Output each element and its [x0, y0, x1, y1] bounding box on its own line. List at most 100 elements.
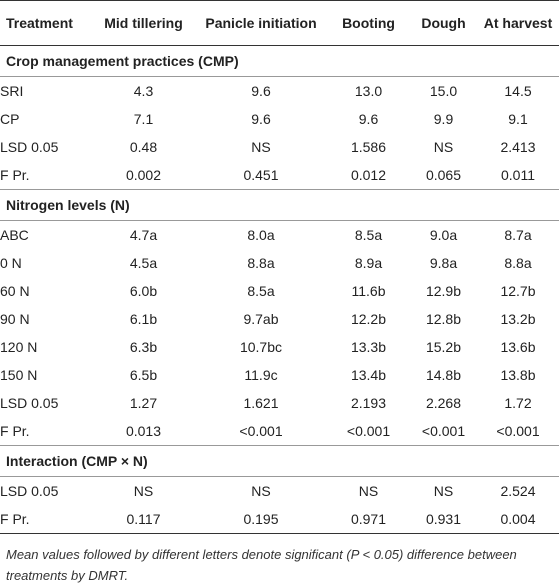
table-row: 150 N 6.5b 11.9c 13.4b 14.8b 13.8b — [0, 361, 559, 389]
results-table: Treatment Mid tillering Panicle initiati… — [0, 0, 559, 534]
cell-mid-tillering: 0.117 — [92, 505, 195, 534]
cell-at-harvest: 0.011 — [501, 167, 535, 183]
cell-panicle-initiation: 9.6 — [251, 83, 271, 99]
cell-panicle-initiation: 0.195 — [195, 505, 327, 534]
cell-treatment: LSD 0.05 — [0, 395, 59, 411]
cell-at-harvest: 13.8b — [500, 367, 536, 383]
header-booting: Booting — [327, 0, 410, 46]
cell-panicle-initiation: 8.8a — [247, 255, 275, 271]
header-at-harvest: At harvest — [477, 0, 559, 46]
cell-dough: 9.9 — [433, 111, 454, 127]
cell-dough: 15.2b — [425, 339, 462, 355]
cell-at-harvest: 9.1 — [508, 111, 528, 127]
cell-booting: 2.193 — [350, 395, 387, 411]
cell-at-harvest: 8.8a — [504, 255, 532, 271]
cell-panicle-initiation: 8.0a — [247, 227, 275, 243]
cell-mid-tillering: 7.1 — [133, 111, 154, 127]
cell-dough: NS — [433, 483, 454, 499]
cell-booting: 0.971 — [327, 505, 410, 534]
table-row: 60 N 6.0b 8.5a 11.6b 12.9b 12.7b — [0, 277, 559, 305]
cell-at-harvest: 8.7a — [504, 227, 532, 243]
table-row: F Pr. 0.117 0.195 0.971 0.931 0.004 — [0, 505, 559, 534]
table-row: LSD 0.05 NS NS NS NS 2.524 — [0, 477, 559, 506]
cell-panicle-initiation: NS — [251, 483, 271, 499]
header-mid-tillering: Mid tillering — [92, 0, 195, 46]
cell-booting: 12.2b — [350, 311, 387, 327]
cell-booting: 0.012 — [350, 167, 387, 183]
cell-mid-tillering: 4.3 — [133, 83, 154, 99]
cell-panicle-initiation: 9.7ab — [243, 311, 279, 327]
section-header-row: Crop management practices (CMP) — [0, 45, 559, 77]
table-row: 120 N 6.3b 10.7bc 13.3b 15.2b 13.6b — [0, 333, 559, 361]
table-row: CP 7.1 9.6 9.6 9.9 9.1 — [0, 105, 559, 133]
section-title: Interaction (CMP × N) — [0, 445, 559, 477]
cell-at-harvest: 2.413 — [500, 139, 536, 155]
cell-at-harvest: 13.6b — [500, 339, 536, 355]
cell-dough: 0.065 — [425, 167, 462, 183]
cell-at-harvest: 2.524 — [500, 483, 536, 499]
cell-mid-tillering: 0.013 — [125, 423, 162, 439]
cell-mid-tillering: 4.5a — [129, 255, 158, 271]
cell-treatment: 0 N — [0, 255, 22, 271]
cell-booting: 13.0 — [354, 83, 383, 99]
header-panicle-initiation: Panicle initiation — [195, 0, 327, 46]
cell-treatment: F Pr. — [0, 423, 30, 439]
cell-mid-tillering: 0.48 — [129, 139, 158, 155]
table-row: SRI 4.3 9.6 13.0 15.0 14.5 — [0, 77, 559, 106]
cell-dough: 0.931 — [410, 505, 477, 534]
cell-dough: 2.268 — [425, 395, 462, 411]
cell-treatment: 120 N — [0, 339, 38, 355]
cell-treatment: LSD 0.05 — [0, 483, 59, 499]
cell-treatment: F Pr. — [0, 167, 30, 183]
cell-panicle-initiation: <0.001 — [239, 423, 283, 439]
table-footnote: Mean values followed by different letter… — [6, 547, 517, 583]
cell-at-harvest: <0.001 — [496, 423, 540, 439]
header-treatment: Treatment — [0, 0, 92, 46]
cell-dough: <0.001 — [421, 423, 466, 439]
cell-dough: 12.8b — [425, 311, 462, 327]
section-title: Nitrogen levels (N) — [0, 189, 559, 221]
cell-treatment: 60 N — [0, 283, 30, 299]
cell-mid-tillering: 4.7a — [129, 227, 158, 243]
cell-booting: 13.3b — [350, 339, 387, 355]
table-header: Treatment Mid tillering Panicle initiati… — [0, 0, 559, 46]
cell-panicle-initiation: 1.621 — [243, 395, 279, 411]
cell-treatment: SRI — [0, 83, 24, 99]
table-row: F Pr. 0.002 0.451 0.012 0.065 0.011 — [0, 161, 559, 190]
cell-booting: 8.9a — [354, 255, 383, 271]
cell-dough: 9.0a — [429, 227, 458, 243]
cell-panicle-initiation: 10.7bc — [239, 339, 283, 355]
section-header-row: Interaction (CMP × N) — [0, 445, 559, 477]
cell-mid-tillering: 6.1b — [129, 311, 158, 327]
cell-panicle-initiation: 8.5a — [247, 283, 275, 299]
cell-at-harvest: 13.2b — [500, 311, 536, 327]
table-body: Crop management practices (CMP) SRI 4.3 9.6… — [0, 45, 559, 534]
table-row: LSD 0.05 1.27 1.621 2.193 2.268 1.72 — [0, 389, 559, 417]
cell-panicle-initiation: 9.6 — [251, 111, 271, 127]
table-row: F Pr. 0.013 <0.001 <0.001 <0.001 <0.001 — [0, 417, 559, 446]
cell-dough: NS — [433, 139, 454, 155]
cell-booting: NS — [358, 483, 379, 499]
cell-booting: 1.586 — [350, 139, 387, 155]
cell-treatment: F Pr. — [0, 505, 92, 534]
cell-at-harvest: 1.72 — [504, 395, 532, 411]
cell-dough: 15.0 — [429, 83, 458, 99]
table-row: ABC 4.7a 8.0a 8.5a 9.0a 8.7a — [0, 221, 559, 250]
section-header-row: Nitrogen levels (N) — [0, 189, 559, 221]
header-row: Treatment Mid tillering Panicle initiati… — [0, 0, 559, 46]
section-title: Crop management practices (CMP) — [0, 45, 559, 77]
cell-at-harvest: 12.7b — [500, 283, 536, 299]
cell-dough: 12.9b — [425, 283, 462, 299]
cell-treatment: LSD 0.05 — [0, 139, 59, 155]
cell-treatment: 150 N — [0, 367, 38, 383]
header-dough: Dough — [410, 0, 477, 46]
cell-booting: <0.001 — [346, 423, 391, 439]
table-row: 90 N 6.1b 9.7ab 12.2b 12.8b 13.2b — [0, 305, 559, 333]
cell-dough: 14.8b — [425, 367, 462, 383]
table-row: LSD 0.05 0.48 NS 1.586 NS 2.413 — [0, 133, 559, 161]
cell-mid-tillering: 1.27 — [129, 395, 158, 411]
cell-treatment: ABC — [0, 227, 29, 243]
cell-at-harvest: 0.004 — [477, 505, 559, 534]
cell-treatment: 90 N — [0, 311, 30, 327]
cell-panicle-initiation: NS — [251, 139, 271, 155]
